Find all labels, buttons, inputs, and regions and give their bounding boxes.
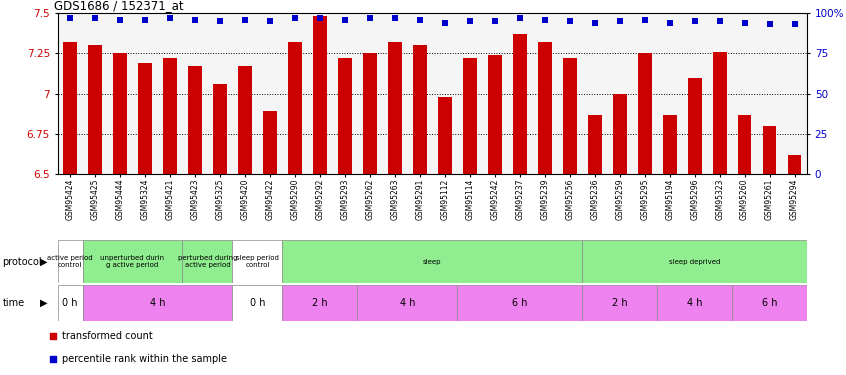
Point: [88, 15, 102, 21]
Bar: [363, 53, 376, 174]
Bar: [233, 285, 283, 321]
Text: ▶: ▶: [41, 298, 47, 308]
Bar: [338, 58, 352, 174]
Text: 6 h: 6 h: [762, 298, 777, 308]
Bar: [313, 16, 327, 174]
Point: [46, 333, 59, 339]
Point: [488, 18, 502, 24]
Point: [263, 18, 277, 24]
Point: [538, 16, 552, 22]
Text: sleep deprived: sleep deprived: [669, 259, 720, 265]
Text: GDS1686 / 152371_at: GDS1686 / 152371_at: [54, 0, 184, 12]
Bar: [662, 115, 677, 174]
Bar: [763, 126, 777, 174]
Point: [713, 18, 727, 24]
Bar: [58, 240, 83, 283]
Text: protocol: protocol: [3, 256, 42, 267]
Point: [163, 15, 177, 21]
Point: [788, 21, 801, 27]
Text: 4 h: 4 h: [687, 298, 702, 308]
Bar: [63, 42, 77, 174]
Point: [188, 16, 201, 22]
Bar: [233, 240, 283, 283]
Text: 4 h: 4 h: [399, 298, 415, 308]
Bar: [183, 240, 233, 283]
Text: 6 h: 6 h: [512, 298, 528, 308]
Bar: [538, 42, 552, 174]
Bar: [388, 42, 402, 174]
Bar: [288, 42, 302, 174]
Text: ▶: ▶: [41, 256, 47, 267]
Bar: [657, 285, 732, 321]
Text: sleep: sleep: [423, 259, 442, 265]
Bar: [263, 111, 277, 174]
Bar: [688, 78, 701, 174]
Point: [738, 20, 751, 26]
Point: [588, 20, 602, 26]
Bar: [488, 55, 502, 174]
Text: 0 h: 0 h: [63, 298, 78, 308]
Text: sleep period
control: sleep period control: [236, 255, 279, 268]
Bar: [458, 285, 582, 321]
Text: unperturbed durin
g active period: unperturbed durin g active period: [101, 255, 164, 268]
Point: [313, 15, 327, 21]
Bar: [138, 63, 151, 174]
Point: [239, 16, 252, 22]
Point: [138, 16, 151, 22]
Bar: [283, 240, 582, 283]
Bar: [638, 53, 651, 174]
Bar: [357, 285, 458, 321]
Bar: [88, 45, 102, 174]
Point: [513, 15, 526, 21]
Bar: [613, 94, 627, 174]
Text: 2 h: 2 h: [312, 298, 327, 308]
Bar: [413, 45, 426, 174]
Bar: [588, 115, 602, 174]
Point: [388, 15, 402, 21]
Bar: [513, 34, 526, 174]
Bar: [83, 240, 183, 283]
Bar: [83, 285, 233, 321]
Point: [338, 16, 352, 22]
Text: percentile rank within the sample: percentile rank within the sample: [62, 354, 227, 364]
Text: 0 h: 0 h: [250, 298, 265, 308]
Bar: [58, 285, 83, 321]
Bar: [188, 66, 202, 174]
Text: 4 h: 4 h: [150, 298, 165, 308]
Bar: [283, 285, 357, 321]
Point: [363, 15, 376, 21]
Point: [213, 18, 227, 24]
Point: [663, 20, 677, 26]
Point: [563, 18, 576, 24]
Bar: [213, 84, 227, 174]
Point: [613, 18, 626, 24]
Bar: [113, 53, 127, 174]
Bar: [438, 97, 452, 174]
Bar: [563, 58, 577, 174]
Bar: [732, 285, 807, 321]
Bar: [582, 240, 807, 283]
Point: [438, 20, 452, 26]
Point: [763, 21, 777, 27]
Text: active period
control: active period control: [47, 255, 93, 268]
Point: [463, 18, 476, 24]
Point: [63, 15, 77, 21]
Point: [638, 16, 651, 22]
Bar: [738, 115, 751, 174]
Bar: [582, 285, 657, 321]
Bar: [713, 52, 727, 174]
Point: [288, 15, 302, 21]
Point: [688, 18, 701, 24]
Point: [113, 16, 127, 22]
Point: [413, 16, 426, 22]
Text: perturbed during
active period: perturbed during active period: [178, 255, 237, 268]
Bar: [788, 155, 801, 174]
Bar: [463, 58, 476, 174]
Bar: [238, 66, 252, 174]
Point: [46, 356, 59, 362]
Text: transformed count: transformed count: [62, 331, 153, 341]
Bar: [163, 58, 177, 174]
Text: time: time: [3, 298, 25, 308]
Text: 2 h: 2 h: [612, 298, 628, 308]
